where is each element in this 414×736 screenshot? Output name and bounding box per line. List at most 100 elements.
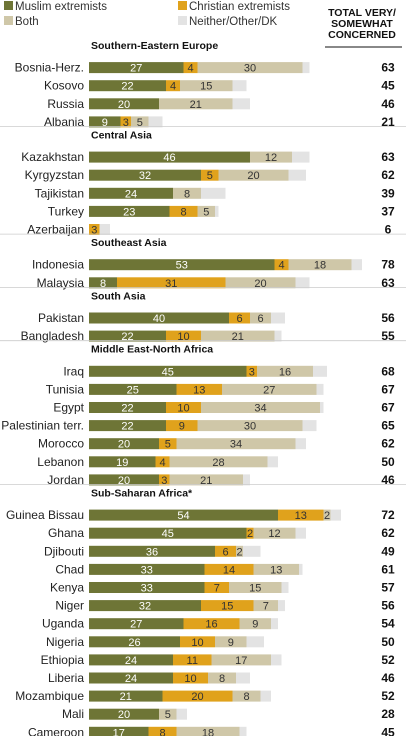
bar-segment-both [176, 438, 296, 450]
bar-segment-both [257, 365, 313, 377]
bar-segment-muslim [89, 708, 159, 720]
bar-segment-muslim [89, 169, 201, 181]
bar-segment-both [323, 509, 331, 521]
bar-value-label-both: 21 [232, 331, 244, 343]
bar-value-label-both: 34 [230, 439, 242, 451]
bar-segment-both [253, 600, 278, 612]
total-value: 21 [381, 115, 395, 129]
country-label: Chad [55, 562, 84, 576]
bar-segment-muslim [89, 726, 149, 736]
bar-value-label-both: 30 [244, 421, 256, 433]
bar-segment-muslim [89, 545, 215, 557]
bar-value-label-christian: 13 [295, 510, 307, 522]
total-value: 49 [381, 544, 395, 558]
bar-segment-both [218, 169, 289, 181]
bar-segment-muslim [89, 365, 247, 377]
bar-value-label-christian: 16 [205, 619, 217, 631]
bar-segment-neither [236, 672, 250, 684]
bar-segment-both [176, 726, 240, 736]
bar-value-label-muslim: 24 [125, 188, 137, 200]
bar-segment-both [250, 151, 292, 163]
country-label: Kazakhstan [21, 150, 84, 164]
bar-segment-christian [183, 62, 198, 74]
bar-segment-muslim [89, 636, 180, 648]
bar-value-label-christian: 3 [91, 225, 97, 237]
bar-segment-christian [159, 474, 170, 486]
country-label: Pakistan [38, 311, 84, 325]
bar-value-label-christian: 3 [123, 117, 129, 129]
bar-segment-neither [232, 80, 247, 92]
bar-segment-muslim [89, 438, 159, 450]
bar-segment-both [173, 187, 201, 199]
bar-value-label-both: 5 [203, 206, 209, 218]
bar-segment-muslim [89, 420, 166, 432]
bar-segment-muslim [89, 690, 163, 702]
total-value: 54 [381, 617, 395, 631]
bar-value-label-muslim: 17 [113, 727, 125, 736]
country-label: Lebanon [37, 455, 84, 469]
bar-segment-muslim [89, 618, 184, 630]
bar-value-label-both: 6 [257, 313, 263, 325]
bar-segment-neither [201, 187, 226, 199]
bar-segment-christian [169, 205, 198, 217]
bar-segment-christian [162, 690, 233, 702]
bar-value-label-christian: 5 [165, 439, 171, 451]
bar-segment-both [288, 259, 352, 271]
bar-segment-christian [183, 618, 240, 630]
total-value: 45 [381, 79, 395, 93]
bar-segment-both [201, 402, 320, 413]
bar-segment-muslim [89, 277, 117, 289]
bar-value-label-muslim: 20 [118, 439, 130, 451]
bar-value-label-both: 34 [254, 403, 266, 415]
total-value: 72 [381, 508, 395, 522]
country-label: Albania [44, 115, 84, 129]
bar-segment-neither [313, 365, 327, 377]
bar-value-label-christian: 4 [187, 63, 193, 75]
bar-value-label-muslim: 40 [153, 313, 165, 325]
bar-value-label-christian: 6 [236, 313, 242, 325]
bar-segment-christian [176, 383, 222, 395]
bar-segment-muslim [89, 187, 173, 199]
region-heading: Central Asia [91, 130, 152, 142]
bar-segment-muslim [89, 474, 159, 486]
bar-segment-muslim [89, 456, 156, 468]
bar-segment-christian [117, 277, 226, 289]
bar-segment-christian [201, 600, 254, 612]
bar-segment-christian [173, 654, 212, 666]
total-value: 50 [381, 635, 395, 649]
country-label: Mozambique [15, 689, 84, 703]
bar-segment-both [236, 545, 243, 557]
total-value: 62 [381, 437, 395, 451]
country-label: Azerbaijan [27, 223, 84, 237]
bar-value-label-both: 5 [165, 709, 171, 721]
bar-segment-muslim [89, 80, 166, 92]
bar-value-label-christian: 5 [207, 170, 213, 182]
bar-value-label-both: 5 [137, 117, 143, 129]
bar-value-label-both: 13 [270, 564, 282, 576]
bar-value-label-both: 30 [244, 63, 256, 75]
bar-segment-christian [166, 80, 180, 92]
total-value: 52 [381, 689, 395, 703]
bar-value-label-muslim: 46 [163, 152, 175, 164]
bar-value-label-both: 12 [265, 152, 277, 164]
country-label: Ghana [48, 526, 84, 540]
legend-swatch-muslim [4, 1, 13, 10]
country-label: Tunisia [46, 382, 85, 396]
bar-segment-christian [148, 726, 177, 736]
country-label: Liberia [48, 671, 84, 685]
bar-segment-neither [351, 259, 362, 271]
region-heading: Southeast Asia [91, 237, 167, 249]
country-label: Niger [55, 599, 84, 613]
bar-segment-muslim [89, 527, 247, 539]
bar-value-label-both: 28 [212, 457, 224, 469]
total-value: 68 [381, 364, 395, 378]
legend-label-muslim: Muslim extremists [15, 1, 107, 13]
country-label: Guinea Bissau [6, 508, 84, 522]
bar-segment-christian [246, 365, 257, 377]
bar-segment-both [253, 527, 296, 539]
bar-segment-both [253, 563, 299, 575]
total-value: 63 [381, 276, 395, 290]
total-value: 55 [381, 329, 395, 343]
bar-segment-muslim [89, 259, 275, 271]
country-label: Iraq [63, 364, 84, 378]
